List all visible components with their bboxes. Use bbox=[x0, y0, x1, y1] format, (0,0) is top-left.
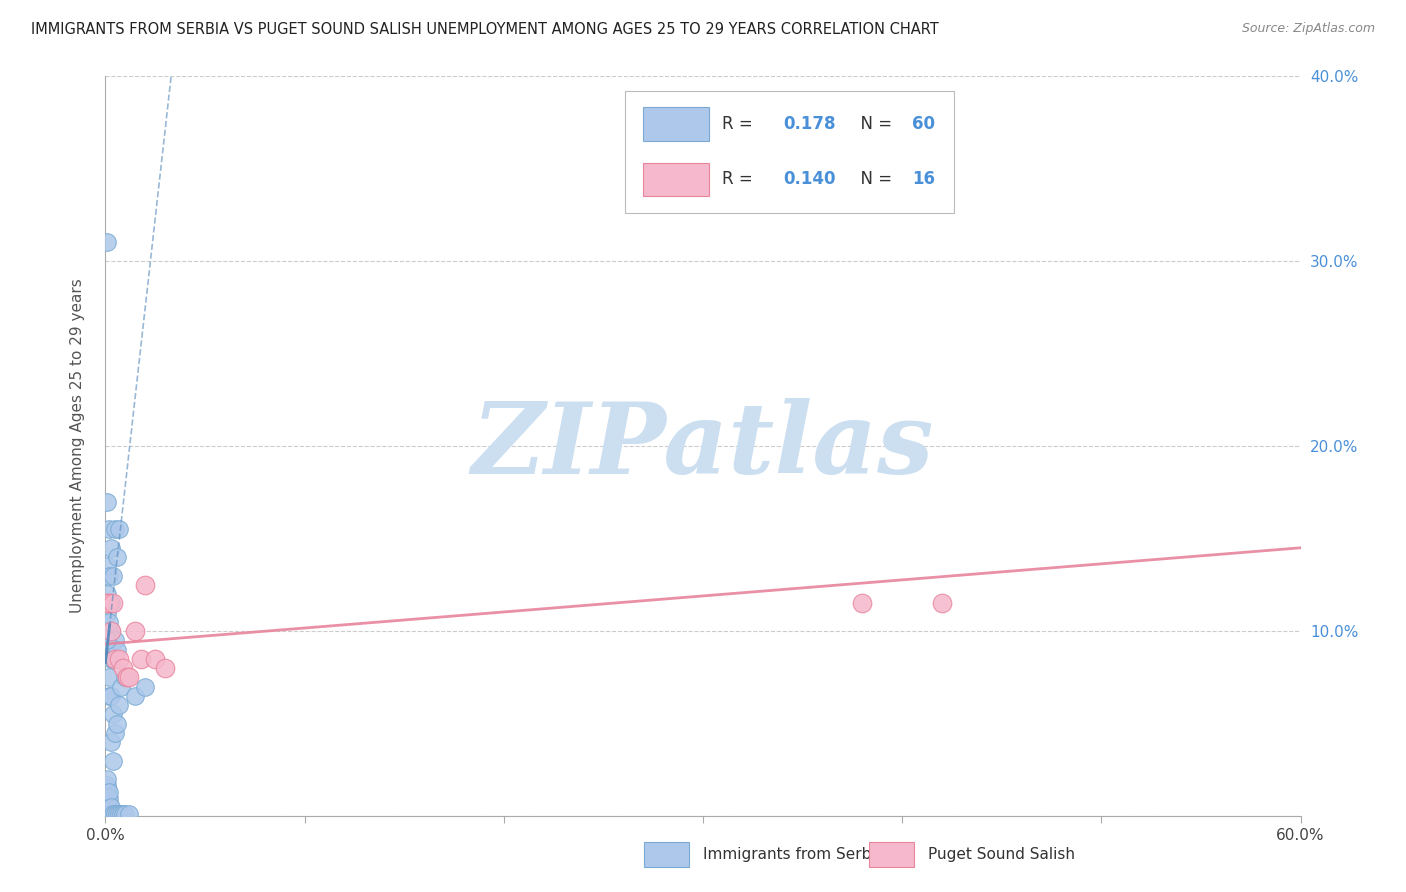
Point bbox=[100, 624, 122, 639]
Point bbox=[98, 807, 121, 822]
Point bbox=[100, 624, 122, 639]
Point bbox=[96, 494, 118, 508]
Point bbox=[110, 680, 132, 694]
Point bbox=[104, 726, 127, 740]
Point bbox=[851, 596, 873, 610]
Point bbox=[98, 624, 121, 639]
Point bbox=[96, 792, 118, 806]
Bar bbox=[644, 163, 709, 196]
Point bbox=[98, 568, 121, 582]
Text: 0.140: 0.140 bbox=[783, 170, 835, 188]
Point bbox=[108, 807, 131, 822]
Text: 60: 60 bbox=[912, 115, 935, 133]
Point bbox=[103, 652, 125, 666]
Point bbox=[107, 549, 129, 565]
Point bbox=[96, 807, 118, 822]
Text: Immigrants from Serbia: Immigrants from Serbia bbox=[703, 847, 884, 862]
Point bbox=[98, 796, 121, 810]
Point bbox=[96, 800, 118, 814]
Point bbox=[112, 661, 135, 675]
Point bbox=[100, 652, 122, 666]
Point bbox=[96, 789, 118, 803]
Point bbox=[96, 633, 118, 648]
Point bbox=[117, 670, 139, 684]
Point bbox=[96, 587, 118, 601]
Point bbox=[96, 778, 118, 792]
Point bbox=[96, 596, 118, 610]
Point bbox=[100, 541, 122, 555]
Point bbox=[153, 661, 177, 675]
Text: R =: R = bbox=[723, 115, 758, 133]
Point bbox=[931, 596, 953, 610]
Point bbox=[107, 642, 129, 657]
Point bbox=[98, 689, 121, 703]
Text: 16: 16 bbox=[912, 170, 935, 188]
Text: N =: N = bbox=[851, 115, 897, 133]
Point bbox=[108, 522, 131, 536]
Point bbox=[100, 689, 122, 703]
Point bbox=[96, 772, 118, 787]
Y-axis label: Unemployment Among Ages 25 to 29 years: Unemployment Among Ages 25 to 29 years bbox=[70, 278, 84, 614]
Point bbox=[100, 596, 122, 610]
Point bbox=[98, 785, 121, 799]
Point bbox=[108, 698, 131, 712]
Point bbox=[96, 796, 118, 810]
Point bbox=[96, 559, 118, 574]
Point bbox=[98, 790, 121, 805]
Point bbox=[103, 754, 125, 768]
Bar bbox=[644, 107, 709, 141]
Point bbox=[103, 707, 125, 722]
Point bbox=[107, 807, 129, 822]
Text: N =: N = bbox=[851, 170, 897, 188]
Point bbox=[98, 670, 121, 684]
Point bbox=[103, 596, 125, 610]
Point bbox=[103, 807, 125, 822]
Point bbox=[118, 670, 141, 684]
Point bbox=[98, 802, 121, 816]
Point bbox=[103, 568, 125, 582]
Point bbox=[100, 807, 122, 822]
Point bbox=[98, 596, 121, 610]
Point bbox=[104, 522, 127, 536]
Point bbox=[107, 716, 129, 731]
Text: Source: ZipAtlas.com: Source: ZipAtlas.com bbox=[1241, 22, 1375, 36]
Point bbox=[108, 652, 131, 666]
Point bbox=[124, 689, 146, 703]
Text: ZIPatlas: ZIPatlas bbox=[472, 398, 934, 494]
Point bbox=[100, 735, 122, 749]
Point bbox=[96, 781, 118, 796]
Point bbox=[96, 804, 118, 818]
Point bbox=[143, 652, 166, 666]
Point bbox=[100, 800, 122, 814]
Text: 0.178: 0.178 bbox=[783, 115, 835, 133]
Point bbox=[134, 680, 156, 694]
Point bbox=[96, 235, 118, 250]
Point bbox=[124, 624, 146, 639]
Point bbox=[96, 606, 118, 620]
Point bbox=[104, 807, 127, 822]
Point bbox=[118, 807, 141, 822]
Point bbox=[96, 785, 118, 799]
Point bbox=[129, 652, 153, 666]
Point bbox=[112, 807, 135, 822]
Point bbox=[134, 578, 156, 592]
FancyBboxPatch shape bbox=[626, 91, 953, 213]
Point bbox=[114, 807, 136, 822]
Text: Puget Sound Salish: Puget Sound Salish bbox=[928, 847, 1076, 862]
Point bbox=[110, 807, 132, 822]
Point bbox=[114, 670, 136, 684]
Point bbox=[104, 652, 127, 666]
Point bbox=[104, 633, 127, 648]
Point bbox=[98, 596, 121, 610]
Text: R =: R = bbox=[723, 170, 758, 188]
Point bbox=[98, 522, 121, 536]
Text: IMMIGRANTS FROM SERBIA VS PUGET SOUND SALISH UNEMPLOYMENT AMONG AGES 25 TO 29 YE: IMMIGRANTS FROM SERBIA VS PUGET SOUND SA… bbox=[31, 22, 939, 37]
Point bbox=[98, 615, 121, 629]
